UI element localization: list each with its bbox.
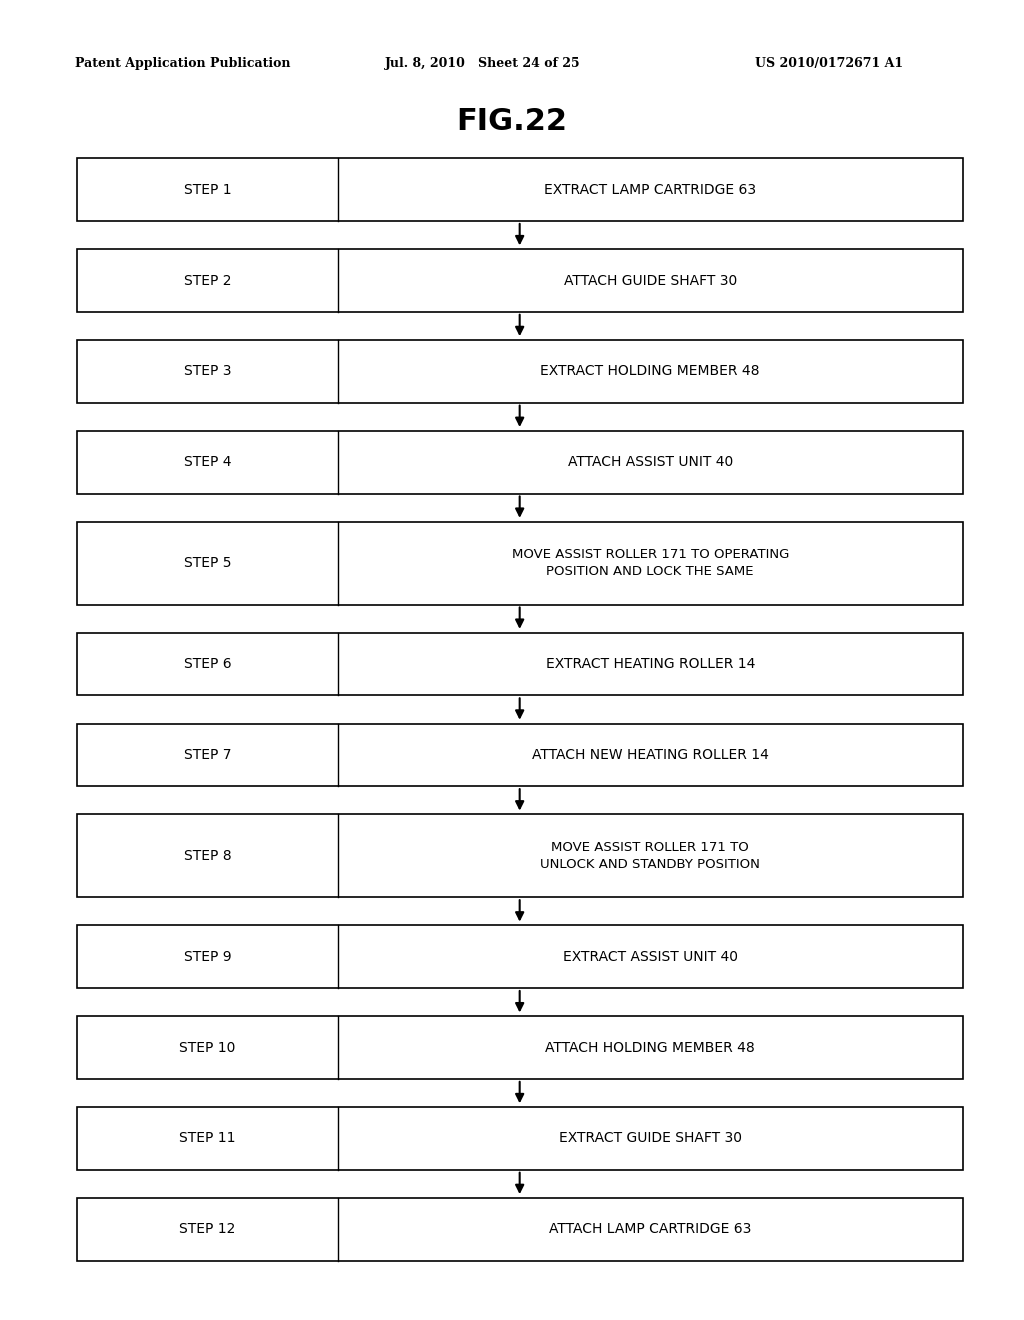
Bar bbox=[77, 925, 963, 989]
Text: STEP 3: STEP 3 bbox=[183, 364, 231, 379]
Text: EXTRACT HEATING ROLLER 14: EXTRACT HEATING ROLLER 14 bbox=[546, 657, 755, 671]
Bar bbox=[77, 430, 963, 494]
Bar bbox=[77, 1107, 963, 1170]
Text: EXTRACT ASSIST UNIT 40: EXTRACT ASSIST UNIT 40 bbox=[563, 950, 737, 964]
Bar bbox=[77, 521, 963, 605]
Bar bbox=[77, 723, 963, 787]
Bar bbox=[77, 158, 963, 220]
Text: STEP 7: STEP 7 bbox=[183, 748, 231, 762]
Text: FIG.22: FIG.22 bbox=[457, 107, 567, 136]
Text: STEP 5: STEP 5 bbox=[183, 556, 231, 570]
Text: STEP 9: STEP 9 bbox=[183, 950, 231, 964]
Text: Patent Application Publication: Patent Application Publication bbox=[75, 57, 291, 70]
Text: ATTACH LAMP CARTRIDGE 63: ATTACH LAMP CARTRIDGE 63 bbox=[549, 1222, 752, 1237]
Text: Jul. 8, 2010   Sheet 24 of 25: Jul. 8, 2010 Sheet 24 of 25 bbox=[385, 57, 581, 70]
Text: US 2010/0172671 A1: US 2010/0172671 A1 bbox=[755, 57, 903, 70]
Text: MOVE ASSIST ROLLER 171 TO
UNLOCK AND STANDBY POSITION: MOVE ASSIST ROLLER 171 TO UNLOCK AND STA… bbox=[541, 841, 760, 871]
Text: ATTACH GUIDE SHAFT 30: ATTACH GUIDE SHAFT 30 bbox=[563, 273, 737, 288]
Text: STEP 6: STEP 6 bbox=[183, 657, 231, 671]
Bar bbox=[77, 1199, 963, 1261]
Text: EXTRACT HOLDING MEMBER 48: EXTRACT HOLDING MEMBER 48 bbox=[541, 364, 760, 379]
Bar bbox=[77, 249, 963, 312]
Text: STEP 1: STEP 1 bbox=[183, 182, 231, 197]
Text: ATTACH ASSIST UNIT 40: ATTACH ASSIST UNIT 40 bbox=[567, 455, 733, 469]
Text: STEP 12: STEP 12 bbox=[179, 1222, 236, 1237]
Bar bbox=[77, 1016, 963, 1078]
Text: MOVE ASSIST ROLLER 171 TO OPERATING
POSITION AND LOCK THE SAME: MOVE ASSIST ROLLER 171 TO OPERATING POSI… bbox=[512, 548, 788, 578]
Text: STEP 11: STEP 11 bbox=[179, 1131, 236, 1146]
Text: ATTACH NEW HEATING ROLLER 14: ATTACH NEW HEATING ROLLER 14 bbox=[531, 748, 769, 762]
Text: EXTRACT GUIDE SHAFT 30: EXTRACT GUIDE SHAFT 30 bbox=[559, 1131, 741, 1146]
Text: STEP 2: STEP 2 bbox=[183, 273, 231, 288]
Bar bbox=[77, 341, 963, 403]
Text: EXTRACT LAMP CARTRIDGE 63: EXTRACT LAMP CARTRIDGE 63 bbox=[544, 182, 757, 197]
Text: STEP 8: STEP 8 bbox=[183, 849, 231, 863]
Bar bbox=[77, 814, 963, 898]
Text: STEP 4: STEP 4 bbox=[183, 455, 231, 469]
Text: STEP 10: STEP 10 bbox=[179, 1040, 236, 1055]
Text: ATTACH HOLDING MEMBER 48: ATTACH HOLDING MEMBER 48 bbox=[546, 1040, 755, 1055]
Bar bbox=[77, 632, 963, 696]
